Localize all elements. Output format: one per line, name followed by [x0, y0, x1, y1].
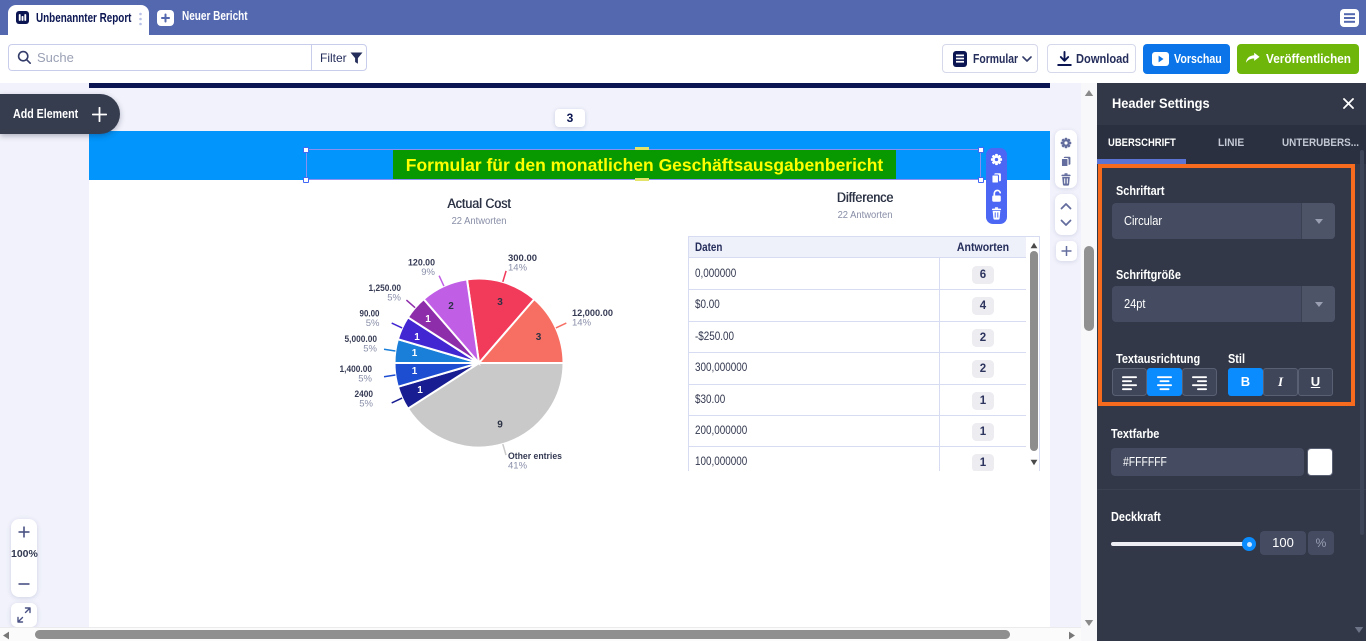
- svg-text:9%: 9%: [421, 267, 435, 278]
- svg-text:1: 1: [412, 366, 418, 377]
- svg-text:90.00: 90.00: [360, 309, 380, 320]
- svg-text:1: 1: [412, 348, 418, 359]
- svg-text:3: 3: [536, 332, 542, 343]
- svg-text:5,000.00: 5,000.00: [345, 334, 378, 345]
- svg-text:1,250.00: 1,250.00: [369, 283, 402, 294]
- svg-text:5%: 5%: [359, 399, 373, 410]
- svg-text:14%: 14%: [572, 318, 592, 329]
- svg-text:12,000.00: 12,000.00: [572, 308, 613, 319]
- svg-text:5%: 5%: [363, 344, 377, 355]
- svg-text:1: 1: [425, 314, 431, 325]
- svg-text:5%: 5%: [366, 318, 380, 329]
- svg-text:14%: 14%: [508, 263, 528, 274]
- svg-text:3: 3: [497, 297, 503, 308]
- svg-text:2: 2: [448, 301, 454, 312]
- svg-text:120.00: 120.00: [408, 258, 435, 269]
- svg-text:300.00: 300.00: [508, 253, 537, 264]
- svg-text:5%: 5%: [358, 374, 372, 385]
- svg-text:1: 1: [417, 385, 423, 396]
- svg-text:1,400.00: 1,400.00: [340, 364, 373, 375]
- svg-text:41%: 41%: [508, 461, 528, 472]
- svg-text:Other entries: Other entries: [508, 451, 562, 462]
- svg-text:5%: 5%: [387, 293, 401, 304]
- svg-text:2400: 2400: [355, 389, 374, 400]
- svg-text:9: 9: [497, 420, 503, 431]
- svg-text:1: 1: [414, 332, 420, 343]
